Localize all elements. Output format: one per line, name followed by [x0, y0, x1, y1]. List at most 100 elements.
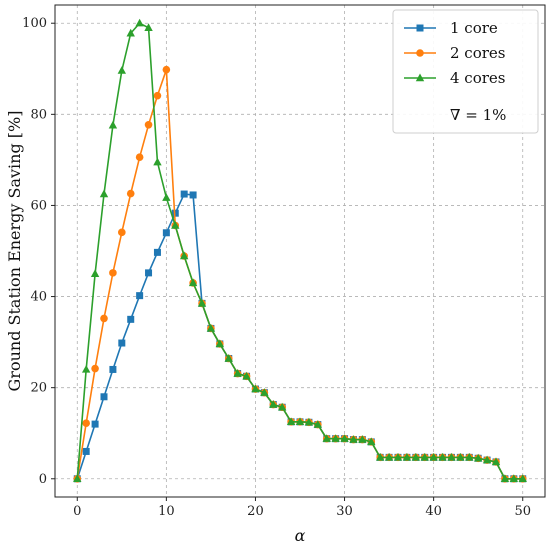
triangle-marker	[277, 402, 287, 411]
circle-marker	[100, 314, 108, 323]
triangle-marker	[367, 437, 376, 446]
triangle-marker	[188, 278, 198, 287]
y-axis-label: Ground Station Energy Saving [%]	[5, 111, 24, 392]
x-tick-label: 50	[514, 504, 531, 519]
triangle-marker	[144, 23, 153, 31]
triangle-marker	[447, 452, 456, 461]
triangle-marker	[313, 420, 323, 428]
axis-ticks: 0 10 20 30 40 50 0 20 40 60 80 100	[22, 16, 531, 519]
triangle-marker	[509, 474, 519, 482]
triangle-marker	[438, 452, 447, 461]
square-marker	[136, 292, 144, 300]
square-marker	[118, 339, 126, 347]
y-tick-label: 100	[22, 16, 47, 31]
legend-label: 4 cores	[450, 69, 506, 87]
circle-marker	[144, 121, 153, 129]
triangle-marker	[269, 400, 278, 408]
circle-marker	[416, 49, 424, 57]
triangle-marker	[81, 364, 91, 373]
triangle-marker	[473, 453, 483, 462]
square-marker	[100, 393, 108, 401]
circle-marker	[153, 91, 162, 100]
triangle-marker	[500, 474, 510, 482]
triangle-marker	[482, 455, 492, 464]
triangle-marker	[179, 251, 189, 260]
triangle-marker	[491, 457, 501, 466]
triangle-marker	[322, 434, 331, 442]
triangle-marker	[126, 28, 135, 37]
x-tick-label: 20	[247, 504, 264, 519]
y-tick-label: 80	[30, 107, 47, 122]
triangle-marker	[304, 417, 314, 426]
triangle-marker	[358, 435, 367, 443]
triangle-marker	[251, 384, 260, 393]
circle-marker	[135, 153, 144, 161]
series-1-core	[73, 190, 527, 483]
circle-marker	[82, 419, 90, 428]
triangle-marker	[429, 452, 438, 461]
square-marker	[162, 229, 170, 237]
square-marker	[127, 315, 135, 323]
series-4-cores	[73, 18, 527, 482]
triangle-marker	[518, 474, 527, 482]
triangle-marker	[465, 452, 474, 461]
triangle-marker	[286, 417, 296, 426]
triangle-marker	[411, 452, 421, 461]
triangle-marker	[420, 452, 429, 461]
triangle-marker	[73, 474, 82, 482]
y-tick-label: 40	[30, 290, 47, 305]
triangle-marker	[117, 66, 127, 74]
triangle-marker	[135, 18, 144, 27]
y-tick-label: 20	[30, 381, 47, 396]
triangle-marker	[393, 452, 403, 461]
triangle-marker	[90, 269, 100, 277]
triangle-marker	[171, 220, 180, 229]
triangle-marker	[206, 323, 216, 332]
legend-label: 1 core	[450, 19, 498, 37]
series-layer	[73, 18, 527, 483]
square-marker	[145, 269, 153, 277]
triangle-marker	[162, 193, 171, 201]
triangle-marker	[375, 452, 385, 461]
legend-box	[392, 9, 539, 134]
x-axis-label: α	[295, 526, 306, 545]
triangle-marker	[242, 371, 251, 380]
circle-marker	[126, 189, 135, 198]
triangle-marker	[340, 434, 349, 442]
circle-marker	[162, 65, 171, 74]
triangle-marker	[349, 435, 358, 443]
triangle-marker	[108, 120, 118, 129]
y-tick-label: 0	[39, 472, 47, 487]
triangle-marker	[402, 452, 412, 461]
legend-note: ∇ = 1%	[450, 106, 506, 124]
square-marker	[189, 191, 197, 199]
square-marker	[153, 248, 161, 256]
legend-label: 2 cores	[450, 44, 506, 62]
triangle-marker	[215, 339, 225, 348]
triangle-marker	[224, 354, 233, 362]
triangle-marker	[153, 157, 162, 166]
square-marker	[109, 365, 117, 373]
circle-marker	[109, 269, 117, 277]
x-tick-label: 30	[336, 504, 353, 519]
triangle-marker	[260, 388, 269, 396]
triangle-marker	[456, 452, 465, 461]
triangle-marker	[233, 369, 242, 377]
triangle-marker	[99, 189, 109, 198]
series-line-1-core	[76, 193, 523, 480]
y-tick-label: 60	[30, 198, 47, 213]
square-marker	[416, 24, 424, 32]
square-marker	[180, 190, 188, 198]
x-tick-label: 0	[73, 504, 81, 519]
x-tick-label: 40	[425, 504, 442, 519]
square-marker	[91, 420, 99, 428]
plot-frame	[54, 4, 546, 498]
triangle-marker	[295, 417, 305, 426]
legend: 1 core 2 cores 4 cores ∇ = 1%	[392, 9, 539, 134]
triangle-marker	[197, 298, 207, 307]
triangle-marker	[384, 452, 394, 461]
circle-marker	[91, 364, 99, 373]
x-tick-label: 10	[158, 504, 175, 519]
circle-marker	[118, 228, 126, 237]
